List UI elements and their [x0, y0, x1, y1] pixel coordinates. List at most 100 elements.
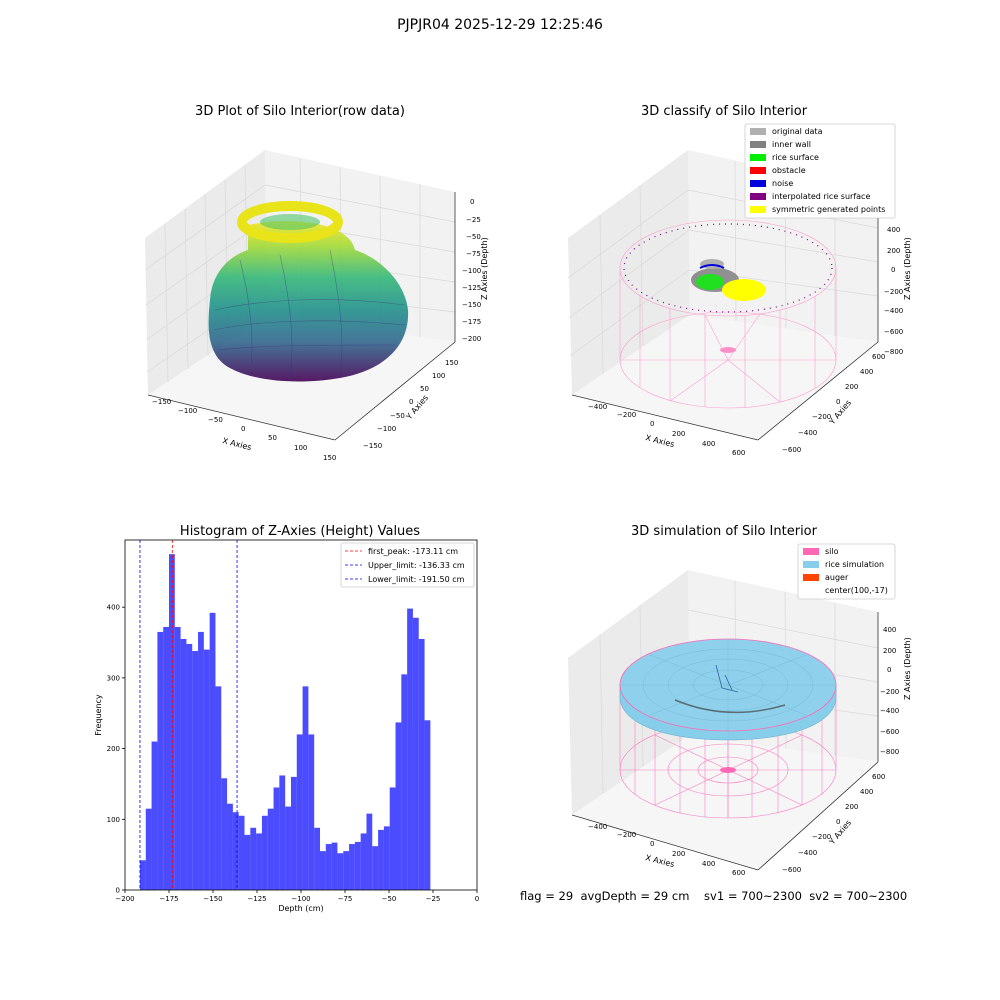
raw-xtick: 0 [241, 425, 245, 433]
raw-ztick: −200 [462, 335, 481, 343]
histogram-xtick-label: −200 [115, 895, 134, 903]
simulation-rice-mesh [620, 639, 836, 731]
legend-swatch-rice-surface [750, 154, 766, 161]
histogram-bar [221, 778, 228, 890]
histogram-bar [180, 638, 187, 890]
histogram-bar [279, 775, 286, 890]
classify-legend: original data inner wall rice surface ob… [744, 123, 896, 219]
classify-rice-surface-blob [696, 274, 724, 290]
histogram-ytick-label: 0 [116, 887, 120, 895]
histogram-xtick-label: 0 [475, 895, 479, 903]
simulation-xtick: 600 [732, 869, 745, 877]
simulation-3d-plot: −400 −200 0 200 400 600 X Axies 600 400 … [568, 543, 912, 877]
classify-plot-title: 3D classify of Silo Interior [640, 104, 808, 119]
raw-ylabel: Y Axies [404, 393, 430, 422]
legend-label-noise: noise [772, 179, 793, 188]
simulation-ztick: 200 [883, 647, 896, 655]
classify-ytick: −600 [782, 446, 801, 454]
histogram-xtick-label: −75 [338, 895, 353, 903]
histogram-bar [227, 803, 233, 890]
classify-interpolated-surface [623, 223, 833, 313]
legend-swatch-interpolated [750, 193, 766, 200]
histogram-bar [186, 643, 193, 890]
histogram-chart: −200 −175 −150 −125 −100 −75 −50 −25 0 0 100 200 30… [94, 539, 479, 913]
classify-3d-plot: −400 −200 0 200 400 600 X Axies 600 400 … [567, 123, 912, 457]
histogram-ylabel: Frequency [94, 694, 103, 736]
raw-xtick: −100 [178, 407, 197, 415]
raw-ytick: 100 [432, 372, 445, 380]
legend-label-rice-surface: rice surface [772, 153, 819, 162]
histogram-bar [169, 554, 175, 890]
histogram-bar [349, 844, 355, 890]
histogram-reference-lines [139, 540, 238, 890]
raw-ztick: −100 [462, 267, 481, 275]
histogram-bar [273, 787, 280, 890]
histogram-bar [360, 833, 367, 890]
histogram-xtick-label: −125 [247, 895, 266, 903]
histogram-bar [308, 734, 315, 890]
classify-ztick: −600 [884, 328, 903, 336]
legend-label-upper-limit: Upper_limit: -136.33 cm [368, 561, 465, 570]
classify-ytick: −200 [812, 413, 831, 421]
simulation-x-axis [571, 814, 759, 871]
simulation-xtick: 200 [672, 850, 685, 858]
classify-floor-pane [572, 315, 878, 440]
raw-plot-title: 3D Plot of Silo Interior(row data) [195, 104, 405, 119]
simulation-ztick: −400 [880, 707, 899, 715]
histogram-bar [343, 851, 350, 890]
histogram-bar [244, 834, 251, 890]
legend-swatch-noise [750, 180, 766, 187]
status-footer: flag = 29 avgDepth = 29 cm sv1 = 700~230… [520, 889, 908, 903]
histogram-bar [215, 686, 222, 890]
classify-xtick: −400 [588, 403, 607, 411]
classify-legend-box [744, 123, 896, 219]
histogram-bar [238, 815, 245, 890]
histogram-bar [331, 842, 338, 890]
raw-y-ticks: 150 100 50 0 −50 −100 −150 [363, 359, 458, 450]
histogram-xtick-label: −150 [203, 895, 222, 903]
legend-label-symmetric: symmetric generated points [772, 205, 885, 214]
classify-zlabel: Z Axies (Depth) [903, 237, 912, 300]
raw-ztick: −150 [462, 301, 481, 309]
legend-swatch-original [750, 128, 766, 135]
histogram-bar [302, 686, 309, 890]
histogram-bar [198, 631, 204, 890]
legend-label-rice-simulation: rice simulation [825, 560, 884, 569]
raw-ytick: −100 [377, 425, 396, 433]
histogram-bar [395, 722, 402, 890]
raw-ztick: −75 [466, 250, 481, 258]
histogram-bar [320, 851, 326, 890]
simulation-ztick: 400 [883, 626, 896, 634]
histogram-xtick-label: −100 [291, 895, 310, 903]
figure-title: PJPJR04 2025-12-29 12:25:46 [397, 17, 603, 33]
histogram-bar [192, 651, 199, 890]
raw-ztick: 0 [470, 198, 474, 206]
raw-top-ring [237, 201, 343, 243]
histogram-bar [337, 853, 344, 890]
raw-ztick: −50 [466, 233, 481, 241]
raw-ztick: −125 [462, 284, 481, 292]
histogram-bar [407, 608, 413, 890]
classify-ztick: −800 [884, 348, 903, 356]
raw-xlabel: X Axies [222, 436, 253, 452]
histogram-legend: first_peak: -173.11 cm Upper_limit: -136… [340, 542, 475, 588]
histogram-bar [139, 860, 146, 890]
histogram-bar [418, 638, 425, 890]
simulation-silo-wireframe [619, 685, 837, 819]
histogram-bar [372, 846, 379, 890]
raw-x-axis [147, 394, 336, 441]
simulation-ytick: 0 [836, 818, 840, 826]
legend-swatch-auger [803, 574, 819, 581]
simulation-ytick: 600 [872, 773, 885, 781]
classify-xtick: −200 [617, 411, 636, 419]
histogram-ytick-label: 200 [107, 745, 120, 753]
histogram-bar [203, 649, 210, 890]
classify-y-ticks: 600 400 200 0 −200 −400 −600 [782, 353, 885, 454]
simulation-ytick: 200 [845, 803, 858, 811]
classify-ztick: −400 [884, 307, 903, 315]
classify-ztick: −200 [884, 288, 903, 296]
classify-xtick: 400 [702, 440, 715, 448]
raw-point-cloud [208, 221, 409, 382]
legend-label-auger: auger [825, 573, 849, 582]
raw-ytick: 50 [420, 385, 429, 393]
